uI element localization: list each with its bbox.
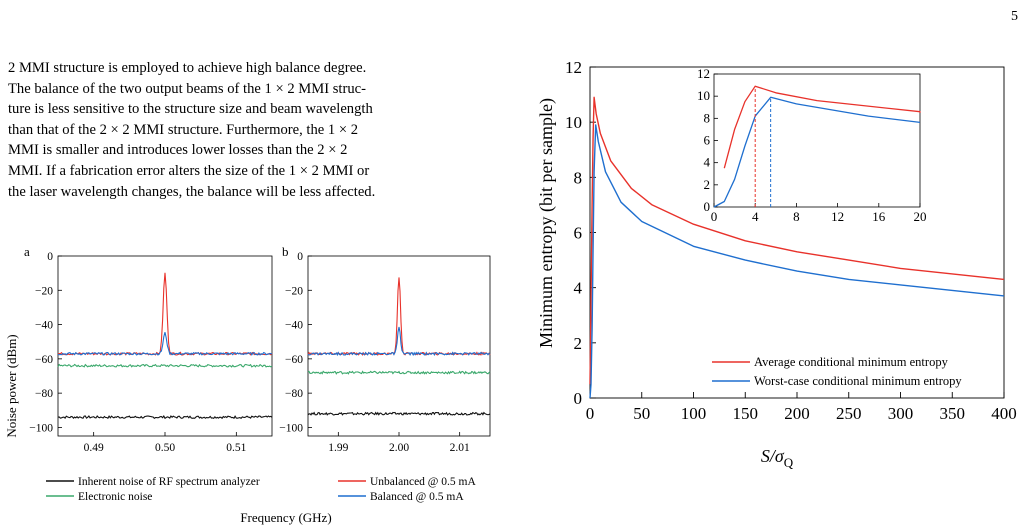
y-tick-label: −40 [285, 320, 303, 332]
y-axis-label: Minimum entropy (bit per sample) [536, 98, 557, 348]
y-tick-label: −60 [285, 354, 303, 366]
inset-y-tick-label: 4 [704, 155, 711, 170]
x-axis-label-subscript: Q [784, 455, 794, 470]
entropy-series-red [589, 96, 1005, 385]
page-number: 5 [1011, 9, 1018, 24]
y-tick-label: −100 [279, 422, 303, 434]
spectrum-series-blue [307, 326, 491, 357]
y-tick-label: 0 [297, 251, 303, 263]
y-tick-label: −60 [35, 354, 53, 366]
paragraph-line: the laser wavelength changes, the balanc… [8, 183, 376, 200]
inset-y-tick-label: 6 [704, 133, 711, 148]
panel-label-b: b [282, 244, 289, 259]
inset-x-tick-label: 8 [793, 209, 800, 224]
x-tick-label: 50 [633, 404, 650, 423]
inset-x-tick-label: 4 [752, 209, 759, 224]
y-tick-label: 2 [574, 334, 583, 353]
spectrum-series-red [307, 277, 491, 356]
x-tick-label: 350 [940, 404, 966, 423]
panel-label-a: a [24, 244, 30, 259]
noise-spectrum-figure: a b Noise power (dBm) 0−20−40−60−80−1000… [4, 244, 491, 525]
inset-x-tick-label: 20 [914, 209, 927, 224]
y-tick-label: 10 [565, 113, 582, 132]
paragraph-line: than that of the 2 × 2 MMI structure. Fu… [8, 121, 359, 138]
inset-x-tick-label: 12 [831, 209, 844, 224]
inset-y-tick-label: 0 [704, 199, 711, 214]
x-tick-label: 0.50 [155, 442, 175, 454]
y-tick-label: −100 [29, 422, 53, 434]
inset-frame [713, 73, 921, 208]
y-tick-label: 0 [574, 389, 583, 408]
spectrum-series-black [307, 411, 491, 416]
entropy-figure: Minimum entropy (bit per sample) 0 50 100 1… [536, 58, 1017, 470]
y-tick-label: 4 [574, 279, 583, 298]
entropy-series-blue [589, 124, 1005, 399]
inset-y-tick-label: 2 [704, 177, 711, 192]
x-axis-label-main: S/σ [761, 446, 785, 466]
x-tick-label: 300 [888, 404, 914, 423]
spectrum-series-red [57, 272, 273, 356]
y-tick-label: 8 [574, 168, 583, 187]
x-tick-label: 200 [784, 404, 810, 423]
x-tick-label: 400 [991, 404, 1017, 423]
x-axis-label: S/σQ [761, 446, 794, 470]
legend-label: Average conditional minimum entropy [754, 355, 949, 369]
paragraph-line: MMI is smaller and introduces lower loss… [8, 142, 348, 159]
x-tick-label: 0.51 [226, 442, 246, 454]
paragraph-line: 2 MMI structure is employed to achieve h… [8, 60, 367, 76]
y-axis-label: Noise power (dBm) [4, 334, 19, 437]
spectrum-series-black [57, 414, 273, 420]
y-tick-label: −20 [35, 285, 53, 297]
paragraph-line: ture is less sensitive to the structure … [8, 101, 373, 118]
x-tick-label: 0 [586, 404, 595, 423]
legend-label: Electronic noise [78, 491, 152, 503]
inset-y-tick-label: 8 [704, 110, 711, 125]
inset-x-tick-label: 16 [872, 209, 886, 224]
y-tick-label: 0 [47, 251, 53, 263]
spectrum-series-green [57, 363, 273, 368]
x-tick-label: 2.01 [450, 442, 470, 454]
paragraph-line: MMI. If a fabrication error alters the s… [8, 162, 370, 179]
entropy-inset-plot: 0 4 8 12 16 20 0 2 4 6 8 10 12 [697, 66, 927, 224]
x-tick-label: 2.00 [389, 442, 409, 454]
x-tick-label: 1.99 [328, 442, 348, 454]
y-tick-label: −80 [285, 388, 303, 400]
y-tick-label: 6 [574, 224, 583, 243]
spectrum-panel-b: 0 −20 −40 −60 −80 −100 1.99 2.00 2.01 [279, 251, 491, 454]
x-tick-label: 250 [836, 404, 862, 423]
legend-label: Worst-case conditional minimum entropy [754, 374, 962, 388]
spectrum-series-blue [57, 332, 273, 356]
x-tick-label: 150 [733, 404, 759, 423]
legend-label: Balanced @ 0.5 mA [370, 491, 464, 503]
x-axis-label: Frequency (GHz) [240, 510, 331, 525]
x-tick-label: 0.49 [84, 442, 104, 454]
spectrum-panel-a: 0 −20 −40 −60 −80 −100 0.49 0.50 0.51 [29, 251, 273, 454]
inset-series-red [723, 85, 921, 169]
x-tick-label: 100 [681, 404, 707, 423]
body-paragraph: 2 MMI structure is employed to achieve h… [8, 58, 520, 202]
legend-label: Inherent noise of RF spectrum analyzer [78, 476, 260, 488]
y-tick-label: −40 [35, 320, 53, 332]
paragraph-line: The balance of the two output beams of t… [8, 80, 366, 97]
inset-x-tick-label: 0 [711, 209, 718, 224]
spectrum-legend: Inherent noise of RF spectrum analyzer E… [46, 476, 476, 503]
legend-label: Unbalanced @ 0.5 mA [370, 476, 476, 488]
y-tick-label: −20 [285, 285, 303, 297]
inset-y-tick-label: 10 [697, 88, 710, 103]
y-tick-label: 12 [565, 58, 582, 77]
plot-frame [57, 255, 273, 437]
inset-y-tick-label: 12 [697, 66, 710, 81]
y-tick-label: −80 [35, 388, 53, 400]
entropy-legend: Average conditional minimum entropy Wors… [712, 355, 962, 388]
spectrum-series-green [307, 370, 491, 375]
